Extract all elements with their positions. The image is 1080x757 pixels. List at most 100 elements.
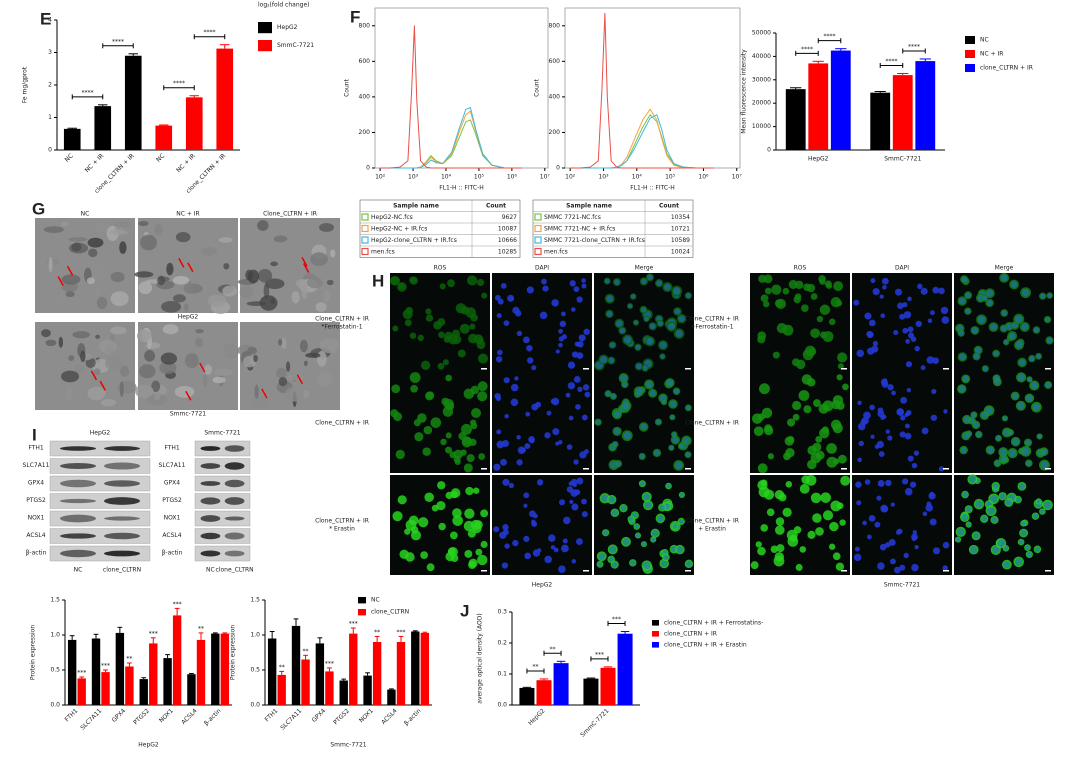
legend-label: men.fcs	[371, 248, 395, 255]
scale-bar	[583, 368, 589, 370]
em-organelle	[302, 390, 310, 398]
cell-nucleus	[1027, 377, 1032, 382]
blot-band	[60, 479, 96, 488]
em-organelle	[110, 291, 129, 307]
cell-nucleus	[568, 481, 574, 486]
y-tick-label: 1.5	[50, 597, 60, 604]
cell-ros	[426, 391, 435, 400]
note: log₂(fold change)	[258, 2, 309, 9]
cell-ros	[801, 374, 813, 385]
y-tick-label: 0.0	[250, 702, 260, 709]
blot-band	[60, 446, 96, 451]
column-label: ROS	[794, 265, 807, 272]
bar	[387, 689, 396, 705]
cell-ros	[799, 546, 807, 553]
cell-nucleus	[929, 518, 937, 526]
cell-nucleus	[528, 510, 536, 518]
cell-ros	[830, 296, 842, 308]
x-tick-label: 10⁴	[441, 174, 452, 181]
legend-label: men.fcs	[544, 248, 568, 255]
cell-ros	[760, 479, 768, 487]
legend-swatch	[652, 620, 659, 626]
bar	[124, 55, 142, 150]
em-organelle	[323, 289, 331, 303]
column-label: NC + IR	[176, 211, 199, 218]
significance: ****	[204, 29, 216, 36]
cell-nucleus	[627, 303, 633, 309]
legend-count: 10589	[671, 237, 690, 244]
legend-swatch	[652, 642, 659, 648]
em-organelle	[110, 229, 128, 235]
cell-nucleus	[622, 402, 630, 410]
panel-letter: E	[40, 9, 51, 28]
cell-nucleus	[897, 302, 904, 310]
cell-nucleus	[641, 541, 647, 547]
blot-band	[200, 532, 221, 540]
cell-nucleus	[673, 388, 680, 394]
cell-nucleus	[576, 296, 583, 303]
cell-nucleus	[560, 311, 566, 317]
protein-label: SLC7A11	[159, 462, 186, 469]
bar	[785, 89, 806, 150]
protein-label: SLC7A11	[23, 462, 50, 469]
cell-nucleus	[878, 451, 885, 457]
bar	[870, 92, 891, 150]
cell-nucleus	[881, 505, 889, 513]
cell-ros	[470, 419, 477, 426]
cell-nucleus	[904, 487, 913, 496]
cell-nucleus	[872, 288, 880, 296]
cell-nucleus	[876, 495, 882, 501]
blot-title: Smmc-7721	[204, 430, 240, 437]
y-axis-label: Count	[344, 78, 351, 96]
cell-nucleus	[880, 313, 886, 319]
em-organelle	[68, 355, 75, 361]
cell-nucleus	[942, 541, 950, 549]
scale-bar	[943, 368, 949, 370]
cell-ros	[461, 423, 472, 435]
cell-nucleus	[507, 294, 515, 302]
cell-ros	[760, 294, 769, 303]
em-organelle	[88, 248, 98, 258]
x-axis-label: FL1-H :: FITC-H	[630, 185, 675, 192]
scale-bar	[1045, 570, 1051, 572]
blot-band	[200, 497, 221, 505]
cell-nucleus	[581, 283, 587, 289]
cell-nucleus	[900, 396, 908, 404]
cell-ros	[464, 508, 475, 519]
cell-nucleus	[537, 548, 542, 553]
blot-band	[224, 497, 245, 505]
em-arrow	[303, 263, 310, 273]
bar	[396, 642, 406, 705]
cell-ros	[795, 563, 803, 571]
y-tick-label: 2	[48, 82, 52, 89]
protein-label: PTGS2	[162, 497, 182, 504]
cell-nucleus	[595, 419, 601, 425]
scale-bar	[685, 468, 691, 470]
bar	[325, 671, 334, 705]
em-organelle	[60, 221, 69, 227]
row-label: + Erastin	[698, 526, 726, 533]
cell-nucleus	[578, 334, 586, 342]
cell-nucleus	[531, 520, 538, 527]
cell-nucleus	[496, 349, 503, 356]
em-organelle	[175, 231, 191, 243]
cell-ros	[813, 399, 821, 407]
cell-nucleus	[666, 379, 674, 387]
y-tick-label: 0.0	[50, 702, 60, 709]
blot-strip	[194, 528, 251, 544]
em-image	[35, 322, 137, 410]
cell-nucleus	[877, 410, 885, 418]
bar	[915, 61, 936, 150]
cell-nucleus	[576, 538, 583, 546]
em-organelle	[45, 339, 57, 347]
em-organelle	[65, 387, 73, 402]
cell-ros	[771, 284, 782, 295]
legend-label: clone_CLTRN	[371, 609, 409, 616]
em-organelle	[57, 293, 66, 303]
protein-label: β-actin	[162, 550, 183, 557]
cell-ros	[445, 432, 452, 439]
significance: ***	[101, 663, 110, 670]
cell-nucleus	[917, 283, 923, 290]
em-organelle	[258, 268, 273, 283]
table-header: Sample name	[566, 202, 612, 209]
